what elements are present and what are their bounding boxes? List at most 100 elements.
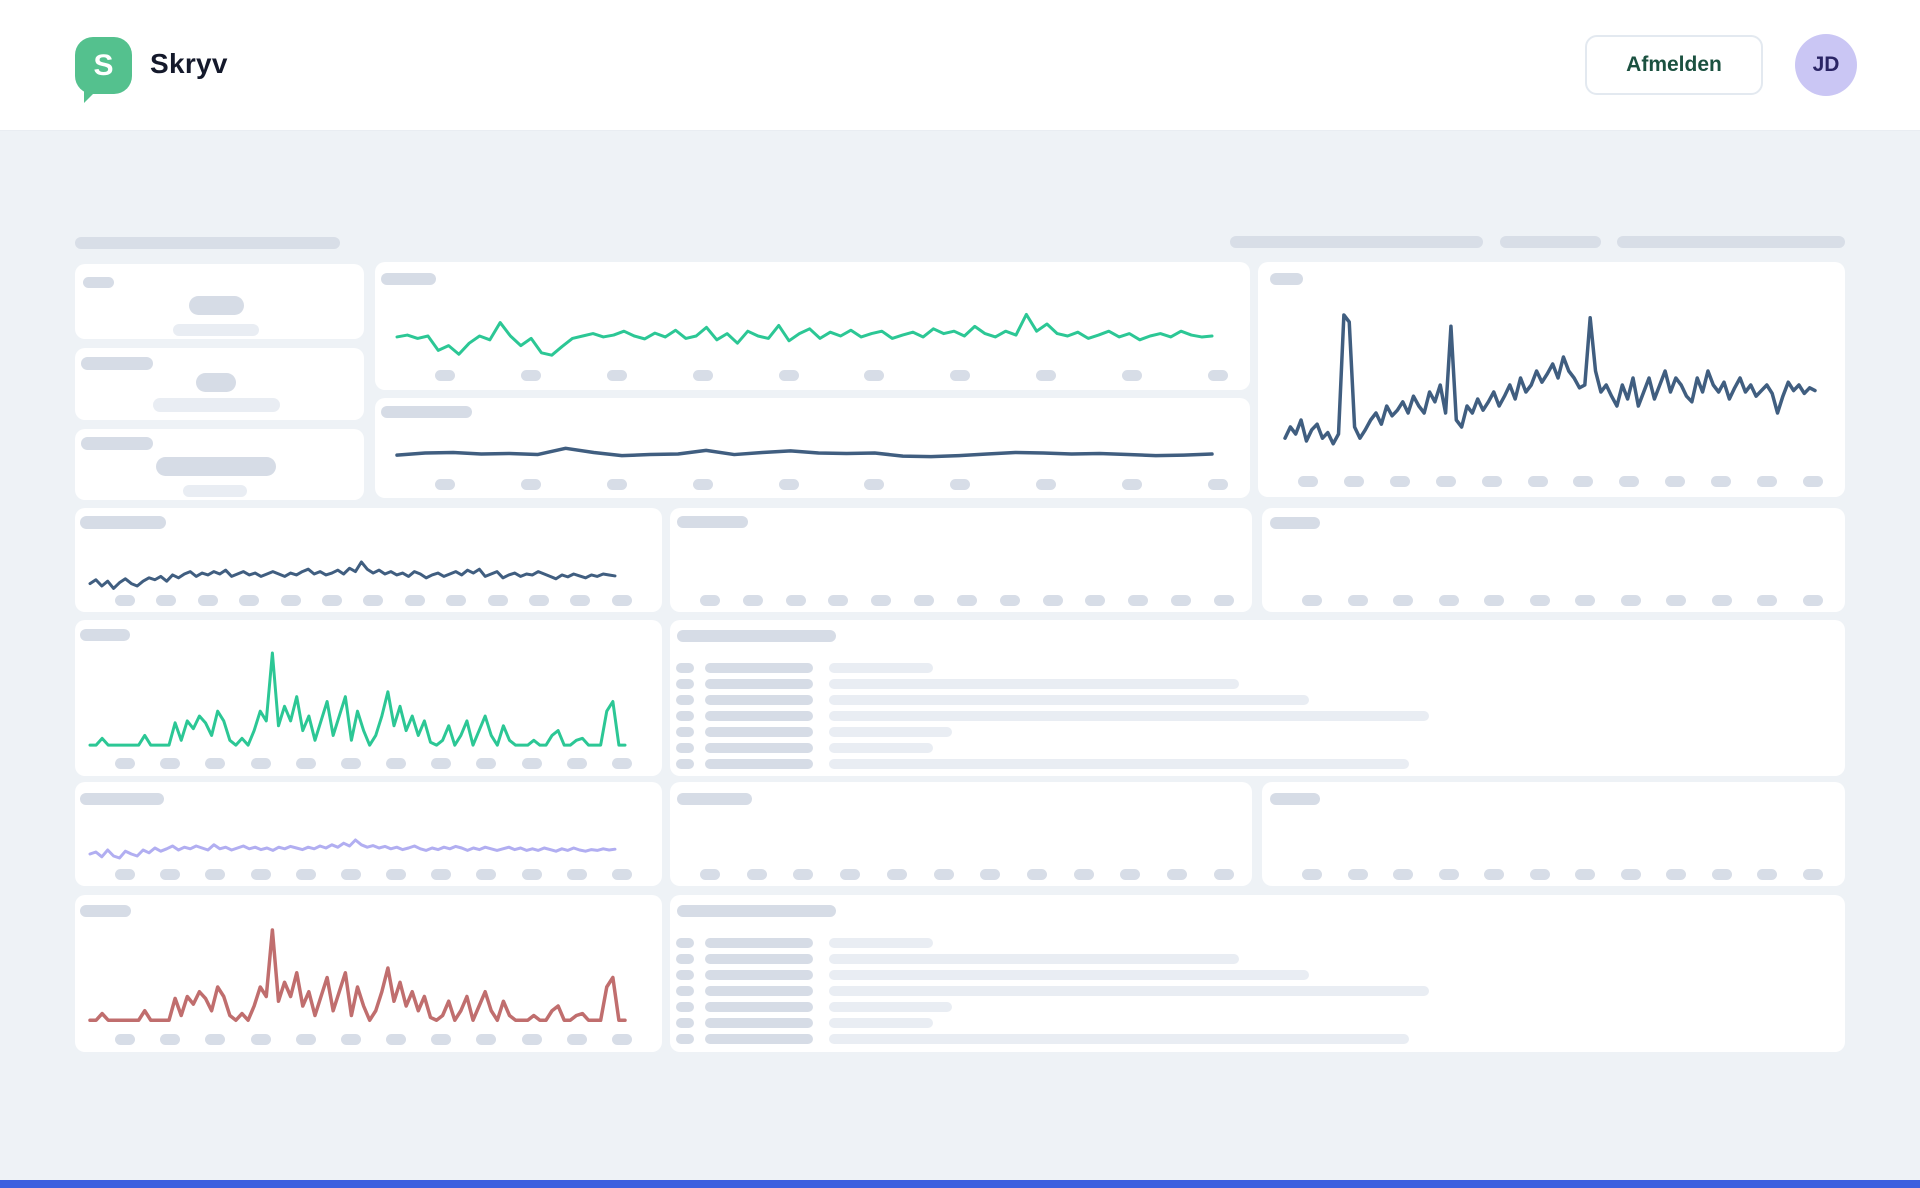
chart-title-skeleton [80,629,130,641]
stat-subtitle-skeleton [183,485,247,497]
bullet-skeleton [676,938,694,948]
axis-tick-skeleton [115,1034,135,1045]
x-axis-ticks [700,869,1234,880]
axis-tick-skeleton [840,869,861,880]
value-skeleton [829,1034,1409,1044]
x-axis-ticks [1302,595,1823,606]
list-item-skeleton [676,679,1825,689]
value-skeleton [829,711,1429,721]
axis-tick-skeleton [1435,476,1456,487]
axis-tick-skeleton [156,595,177,606]
bullet-skeleton [676,743,694,753]
list-item-skeleton [676,711,1825,721]
navy-spike-chart [1285,315,1815,455]
value-skeleton [829,1018,933,1028]
list-item-skeleton [676,970,1825,980]
axis-tick-skeleton [476,758,497,769]
axis-tick-skeleton [1481,476,1502,487]
axis-tick-skeleton [487,595,508,606]
list-item-skeleton [676,954,1825,964]
axis-tick-skeleton [431,758,452,769]
axis-tick-skeleton [1529,869,1550,880]
chart-title-skeleton [80,516,166,529]
axis-tick-skeleton [1665,476,1686,487]
axis-tick-skeleton [950,370,971,381]
bullet-skeleton [676,1002,694,1012]
label-skeleton [705,679,813,689]
x-axis-ticks [115,869,632,880]
axis-tick-skeleton [431,869,452,880]
axis-tick-skeleton [785,595,806,606]
x-axis-ticks [1302,869,1823,880]
axis-tick-skeleton [197,595,218,606]
logout-button-label: Afmelden [1626,53,1722,76]
app-header: S Skryv Afmelden JD [0,0,1920,131]
x-axis-ticks [435,479,1228,490]
label-skeleton [705,1002,813,1012]
axis-tick-skeleton [1128,595,1149,606]
logout-button[interactable]: Afmelden [1585,35,1763,95]
list-item-skeleton [676,1018,1825,1028]
label-skeleton [705,938,813,948]
axis-tick-skeleton [1802,595,1823,606]
axis-tick-skeleton [205,1034,226,1045]
bullet-skeleton [676,954,694,964]
user-avatar[interactable]: JD [1795,34,1857,96]
axis-tick-skeleton [1711,869,1732,880]
axis-tick-skeleton [864,370,885,381]
empty-chart-card [1262,782,1845,886]
x-axis-ticks [115,758,632,769]
axis-tick-skeleton [295,869,316,880]
axis-tick-skeleton [864,479,885,490]
chart-card-green-trend [375,262,1250,390]
axis-tick-skeleton [1757,869,1778,880]
list-item-skeleton [676,938,1825,948]
axis-tick-skeleton [160,1034,181,1045]
chart-card-purple [75,782,662,886]
sparkline-path [397,314,1212,355]
axis-tick-skeleton [1389,476,1410,487]
axis-tick-skeleton [1575,595,1596,606]
chart-title-skeleton [677,793,752,805]
x-axis-ticks [115,1034,632,1045]
axis-tick-skeleton [871,595,892,606]
list-card-top [670,620,1845,776]
chart-title-skeleton [677,516,748,528]
stat-card-2 [75,348,364,420]
axis-tick-skeleton [476,869,497,880]
list-item-skeleton [676,759,1825,769]
value-skeleton [829,663,933,673]
label-skeleton [705,970,813,980]
bottom-accent-bar [0,1180,1920,1188]
axis-tick-skeleton [1167,869,1188,880]
logo-letter: S [93,48,114,82]
value-skeleton [829,759,1409,769]
label-skeleton [705,1034,813,1044]
green-line-chart [397,312,1212,360]
axis-tick-skeleton [933,869,954,880]
chart-title-skeleton [1270,793,1320,805]
list-item-skeleton [676,986,1825,996]
empty-chart-card [670,782,1252,886]
bullet-skeleton [676,1034,694,1044]
value-skeleton [829,970,1309,980]
stat-title-skeleton [81,357,153,370]
chart-card-navy-noisy [75,508,662,612]
axis-tick-skeleton [1802,869,1823,880]
navy-line-chart [397,440,1212,466]
axis-tick-skeleton [1802,476,1823,487]
x-axis-ticks [700,595,1234,606]
avatar-initials: JD [1812,53,1840,76]
axis-tick-skeleton [1302,869,1322,880]
axis-tick-skeleton [205,869,226,880]
label-skeleton [705,1018,813,1028]
axis-tick-skeleton [115,595,135,606]
axis-tick-skeleton [700,595,720,606]
list-item-skeleton [676,727,1825,737]
axis-tick-skeleton [1120,869,1141,880]
chart-card-green-spiky [75,620,662,776]
axis-tick-skeleton [1213,595,1234,606]
list-title-skeleton [677,630,836,642]
empty-chart-card [1262,508,1845,612]
empty-chart-card [670,508,1252,612]
